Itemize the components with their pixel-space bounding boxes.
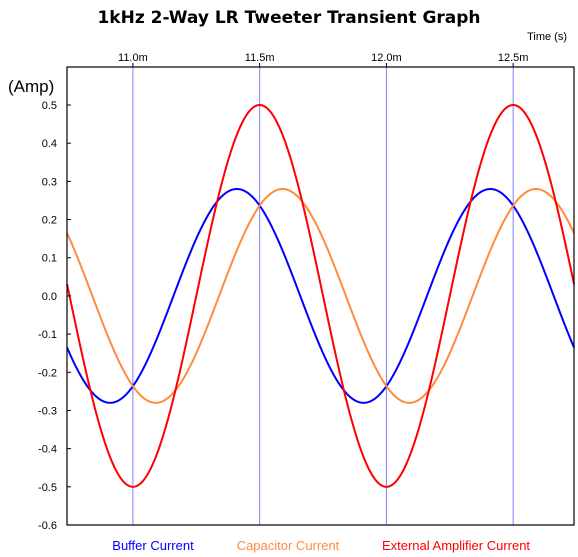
y-tick-label: -0.3 (38, 405, 57, 417)
chart-title: 1kHz 2-Way LR Tweeter Transient Graph (97, 8, 480, 28)
x-tick-label: 12.0m (371, 52, 402, 64)
grid (132, 67, 514, 525)
x-tick-label: 11.5m (245, 52, 275, 64)
y-tick-label: 0.0 (42, 291, 57, 303)
series-group (66, 103, 575, 488)
tick-labels: 11.0m 11.5m 12.0m 12.5m 0.5 0.4 0.3 0.2 0.1 0.0 -0… (38, 52, 528, 532)
legend-item-1: Buffer Current (112, 538, 194, 553)
series-line-1 (66, 187, 575, 404)
y-tick-label: 0.2 (42, 215, 57, 227)
y-tick-label: 0.3 (42, 176, 57, 188)
y-tick-label: 0.5 (42, 100, 57, 112)
y-axis-label: (Amp) (8, 77, 54, 96)
y-tick-label: -0.5 (38, 482, 57, 494)
x-axis-label: Time (s) (527, 31, 567, 43)
legend-item-2: Capacitor Current (237, 538, 340, 553)
y-tick-label: -0.2 (38, 367, 57, 379)
x-tick-label: 11.0m (118, 52, 148, 64)
y-tick-label: 0.1 (42, 253, 57, 265)
y-tick-label: 0.4 (42, 138, 57, 150)
y-tick-label: -0.1 (38, 329, 57, 341)
plot-frame (66, 66, 575, 526)
series-line-2 (66, 187, 575, 404)
legend-item-3: External Amplifier Current (382, 538, 530, 553)
y-tick-label: -0.6 (38, 520, 57, 532)
y-tick-label: -0.4 (38, 444, 57, 456)
x-tick-label: 12.5m (498, 52, 529, 64)
series-line-3 (66, 103, 575, 488)
legend: Buffer Current Capacitor Current External … (112, 538, 530, 553)
